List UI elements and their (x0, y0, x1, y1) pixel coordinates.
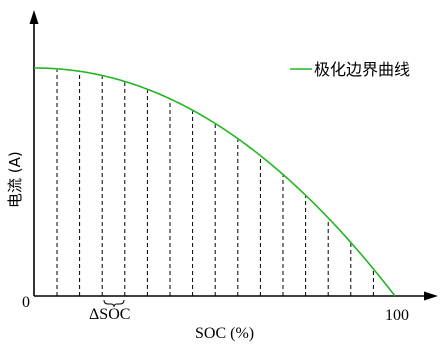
delta-soc-label: ΔSOC (89, 306, 130, 323)
y-axis-label: 电流 (A) (6, 151, 24, 208)
delta-brace (103, 299, 125, 308)
y-axis-arrowhead (29, 10, 39, 24)
x-axis-label: SOC (%) (195, 325, 254, 342)
x-axis-arrowhead (424, 291, 438, 301)
legend-label: 极化边界曲线 (314, 60, 410, 79)
x-max-label: 100 (385, 307, 409, 324)
polarization-boundary-curve (34, 67, 396, 297)
origin-label: 0 (22, 294, 30, 311)
dashed-lines (56, 69, 374, 296)
